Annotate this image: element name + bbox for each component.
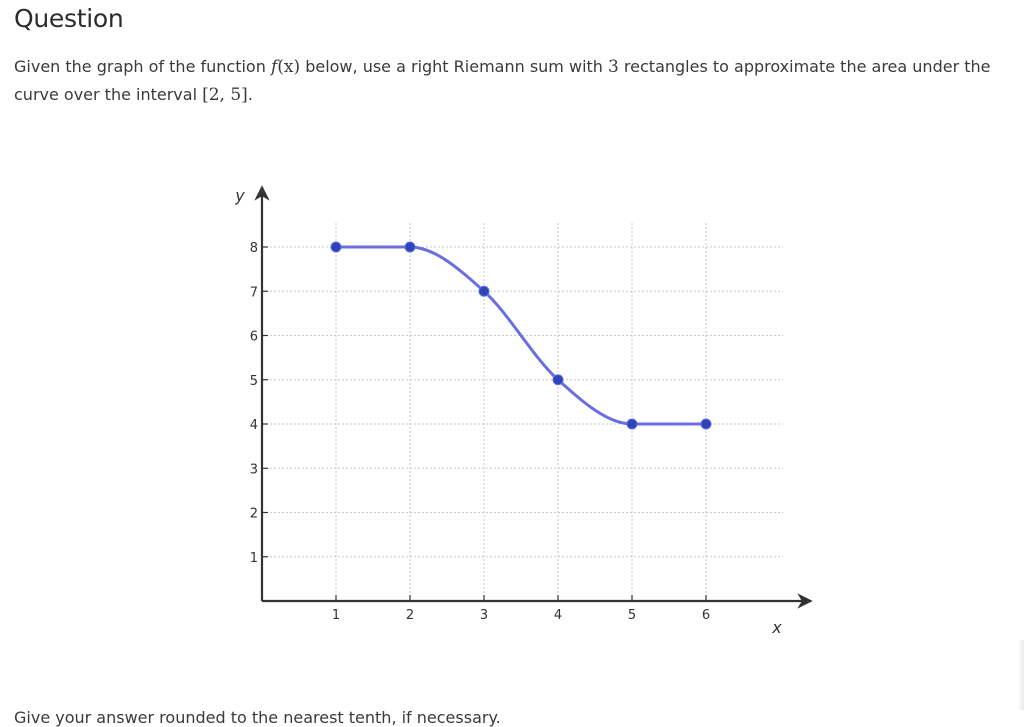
question-title: Question: [14, 4, 124, 33]
data-point-x3: [478, 285, 490, 297]
data-point-x1: [330, 241, 342, 253]
function-name: f: [270, 57, 278, 77]
data-point-x4: [552, 374, 564, 386]
interval: [2, 5]: [202, 85, 248, 105]
x-tick-label-5: 5: [628, 608, 636, 623]
y-tick-label-1: 1: [250, 551, 258, 566]
answer-instruction: Give your answer rounded to the nearest …: [14, 708, 501, 727]
x-axis-label: x: [771, 618, 782, 637]
question-text: Given the graph of the function f(x) bel…: [14, 53, 1004, 109]
y-tick-label-4: 4: [250, 418, 258, 433]
question-text-part-3: rectangles to approximate the area under…: [14, 57, 991, 104]
tick-labels: 1 2 3 4 5 6 1 2 3 4 5 6 7 8: [250, 241, 710, 623]
y-tick-label-3: 3: [250, 462, 258, 477]
axes: [254, 185, 813, 609]
y-tick-label-2: 2: [250, 507, 258, 522]
chart-svg: 1 2 3 4 5 6 1 2 3 4 5 6 7 8 x y: [234, 185, 813, 637]
x-tick-label-1: 1: [332, 608, 340, 623]
x-tick-label-3: 3: [480, 608, 488, 623]
x-tick-label-4: 4: [554, 608, 562, 623]
data-point-x5: [626, 418, 638, 430]
grid-lines: [262, 222, 783, 601]
y-tick-label-8: 8: [250, 241, 258, 256]
data-point-x2: [404, 241, 416, 253]
rectangle-count: 3: [608, 57, 619, 77]
question-text-part-1: Given the graph of the function: [14, 57, 271, 76]
function-graph: 1 2 3 4 5 6 1 2 3 4 5 6 7 8 x y: [220, 175, 820, 645]
data-point-x6: [700, 418, 712, 430]
y-tick-label-7: 7: [250, 285, 258, 300]
function-argument: (x): [277, 57, 301, 77]
scroll-edge: [1018, 640, 1024, 710]
x-tick-label-6: 6: [702, 608, 710, 623]
question-text-part-4: .: [247, 85, 253, 104]
question-text-part-2: below, use a right Riemann sum with: [300, 57, 609, 76]
function-notation: f(x): [271, 57, 300, 77]
y-axis-label: y: [234, 186, 245, 205]
x-tick-label-2: 2: [406, 608, 414, 623]
y-tick-label-6: 6: [250, 330, 258, 345]
data-points: [330, 241, 712, 430]
y-tick-label-5: 5: [250, 374, 258, 389]
